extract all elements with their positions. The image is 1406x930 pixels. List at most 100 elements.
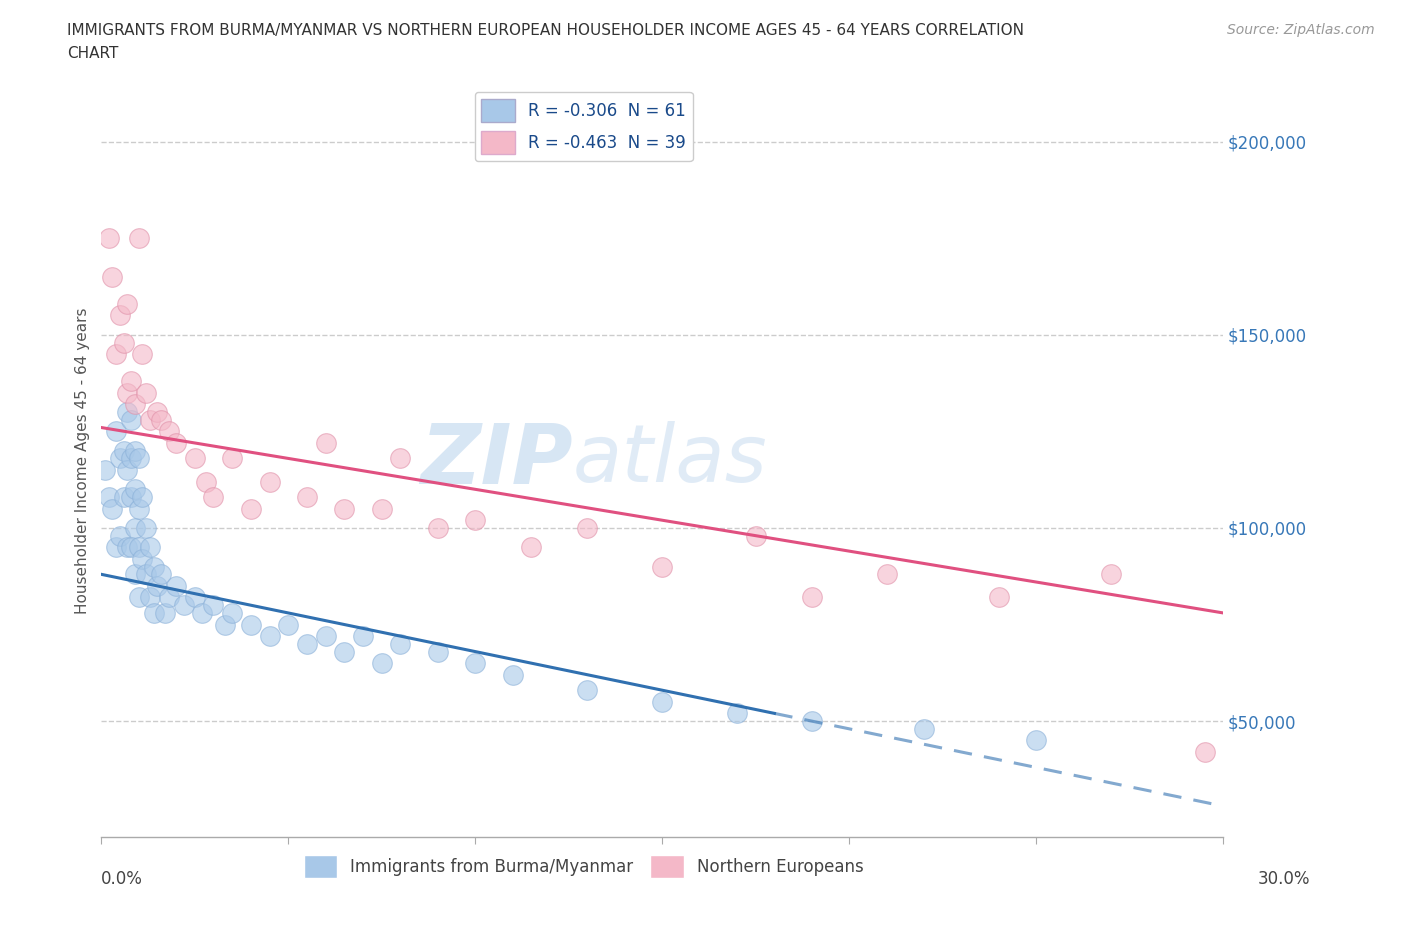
Point: [150, 412, 173, 427]
Point: [135, 385, 157, 400]
Point: [101, 270, 124, 285]
Point: [120, 374, 142, 389]
Point: [502, 668, 524, 683]
Point: [191, 605, 214, 620]
Point: [108, 308, 131, 323]
Point: [800, 590, 823, 604]
Text: 0.0%: 0.0%: [101, 870, 143, 888]
Point: [912, 722, 935, 737]
Text: CHART: CHART: [67, 46, 120, 61]
Text: 30.0%: 30.0%: [1258, 870, 1310, 888]
Point: [128, 501, 150, 516]
Point: [128, 590, 150, 604]
Point: [165, 578, 187, 593]
Point: [352, 629, 374, 644]
Point: [131, 551, 153, 566]
Y-axis label: Householder Income Ages 45 - 64 years: Householder Income Ages 45 - 64 years: [75, 307, 90, 614]
Point: [157, 590, 180, 604]
Point: [120, 412, 142, 427]
Point: [108, 528, 131, 543]
Point: [117, 462, 139, 477]
Point: [1194, 745, 1216, 760]
Point: [333, 501, 356, 516]
Point: [173, 598, 195, 613]
Point: [117, 297, 139, 312]
Point: [112, 489, 135, 504]
Point: [157, 424, 180, 439]
Point: [165, 435, 187, 450]
Point: [150, 567, 173, 582]
Point: [315, 629, 337, 644]
Point: [101, 501, 124, 516]
Point: [139, 412, 162, 427]
Point: [371, 656, 394, 671]
Point: [128, 231, 150, 246]
Point: [725, 706, 748, 721]
Point: [800, 713, 823, 728]
Point: [239, 501, 262, 516]
Text: IMMIGRANTS FROM BURMA/MYANMAR VS NORTHERN EUROPEAN HOUSEHOLDER INCOME AGES 45 - : IMMIGRANTS FROM BURMA/MYANMAR VS NORTHER…: [67, 23, 1025, 38]
Point: [117, 385, 139, 400]
Point: [105, 424, 128, 439]
Point: [651, 559, 673, 574]
Point: [333, 644, 356, 659]
Point: [135, 567, 157, 582]
Point: [987, 590, 1010, 604]
Point: [120, 539, 142, 554]
Point: [295, 489, 318, 504]
Point: [576, 683, 599, 698]
Point: [221, 451, 243, 466]
Point: [120, 489, 142, 504]
Point: [97, 231, 120, 246]
Point: [128, 539, 150, 554]
Point: [146, 405, 169, 419]
Point: [139, 539, 162, 554]
Point: [277, 618, 299, 632]
Point: [876, 567, 898, 582]
Point: [464, 512, 486, 527]
Point: [124, 567, 146, 582]
Point: [108, 451, 131, 466]
Point: [97, 489, 120, 504]
Point: [131, 489, 153, 504]
Point: [202, 598, 225, 613]
Point: [745, 528, 768, 543]
Point: [139, 590, 162, 604]
Point: [105, 539, 128, 554]
Point: [315, 435, 337, 450]
Point: [221, 605, 243, 620]
Point: [651, 695, 673, 710]
Point: [239, 618, 262, 632]
Point: [426, 644, 449, 659]
Point: [131, 347, 153, 362]
Point: [1025, 733, 1047, 748]
Point: [124, 521, 146, 536]
Point: [112, 335, 135, 350]
Legend: Immigrants from Burma/Myanmar, Northern Europeans: Immigrants from Burma/Myanmar, Northern …: [297, 848, 870, 885]
Text: Source: ZipAtlas.com: Source: ZipAtlas.com: [1227, 23, 1375, 37]
Point: [183, 590, 207, 604]
Point: [295, 636, 318, 651]
Point: [124, 397, 146, 412]
Point: [142, 605, 165, 620]
Point: [389, 451, 412, 466]
Point: [259, 629, 281, 644]
Point: [259, 474, 281, 489]
Point: [153, 605, 176, 620]
Point: [124, 444, 146, 458]
Point: [124, 482, 146, 497]
Point: [112, 444, 135, 458]
Point: [202, 489, 225, 504]
Point: [464, 656, 486, 671]
Point: [105, 347, 128, 362]
Point: [128, 451, 150, 466]
Text: ZIP: ZIP: [420, 419, 572, 501]
Point: [117, 405, 139, 419]
Point: [183, 451, 207, 466]
Point: [389, 636, 412, 651]
Point: [146, 578, 169, 593]
Point: [576, 521, 599, 536]
Point: [1099, 567, 1122, 582]
Text: atlas: atlas: [572, 421, 768, 499]
Point: [120, 451, 142, 466]
